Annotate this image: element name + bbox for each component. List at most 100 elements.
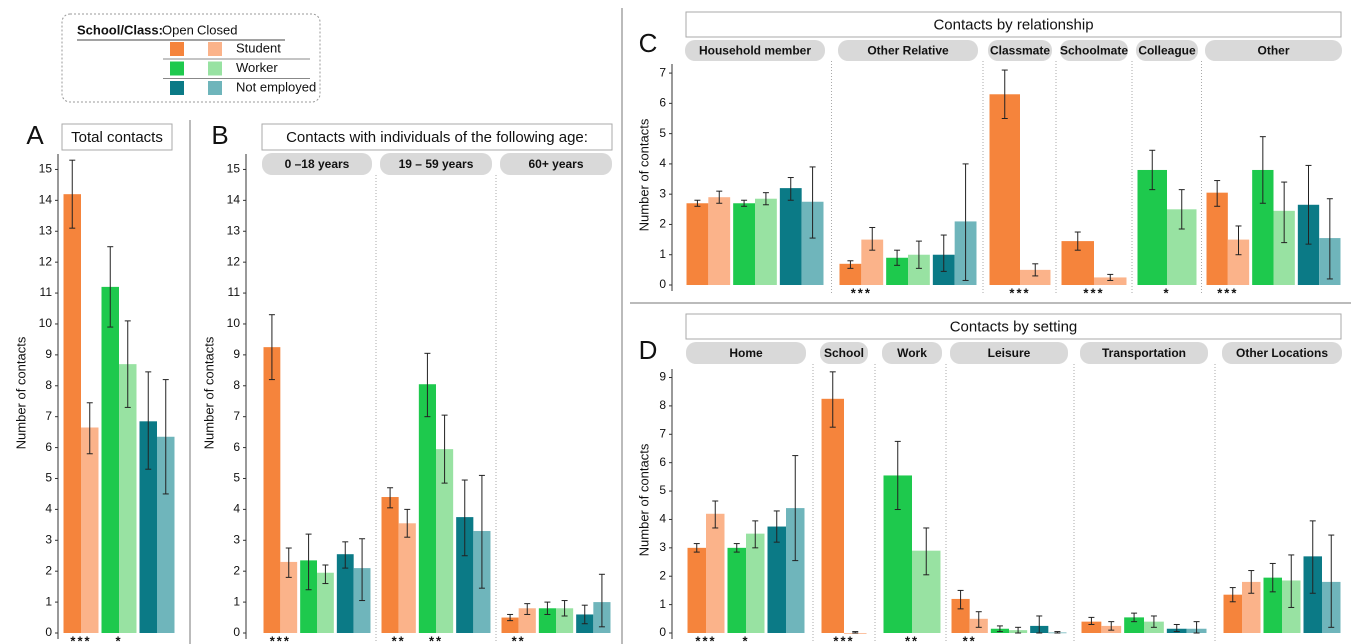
bar (418, 384, 436, 633)
bar (727, 547, 746, 633)
y-tick-label: 7 (45, 409, 52, 423)
bar (157, 436, 175, 633)
legend-swatch (170, 42, 184, 56)
y-tick-label: 6 (233, 440, 240, 454)
facet-strip (882, 342, 942, 364)
bar (336, 554, 354, 633)
legend-label: Worker (236, 60, 278, 75)
panel-label: D (639, 335, 658, 365)
legend-closed: Closed (197, 22, 237, 37)
legend-open: Open (162, 22, 194, 37)
significance: * (742, 633, 749, 644)
bar (1081, 621, 1102, 633)
bar (801, 201, 824, 285)
bar (786, 508, 805, 633)
facet-label: Transportation (1102, 346, 1186, 360)
y-tick-label: 4 (659, 512, 666, 526)
bar (861, 239, 884, 285)
facet-label: Colleague (1138, 44, 1196, 58)
bar (1303, 556, 1322, 633)
y-tick-label: 2 (233, 563, 240, 577)
bar (908, 254, 930, 285)
facet-label: 60+ years (528, 157, 583, 171)
y-axis-label: Number of contacts (201, 336, 216, 449)
significance: *** (1083, 285, 1104, 300)
y-tick-label: 6 (659, 455, 666, 469)
panel-label: B (211, 120, 228, 150)
bar (317, 572, 334, 633)
significance: *** (1217, 285, 1238, 300)
legend-swatch (208, 81, 222, 95)
y-tick-label: 0 (659, 277, 666, 291)
y-tick-label: 0 (659, 625, 666, 639)
y-tick-label: 5 (659, 126, 666, 140)
facet-label: Household member (699, 44, 811, 58)
y-tick-label: 11 (228, 285, 241, 299)
facet-strip (500, 153, 612, 175)
y-tick-label: 15 (227, 162, 241, 176)
bar (1297, 204, 1320, 285)
bar (1242, 581, 1261, 633)
y-tick-label: 9 (233, 347, 240, 361)
bar (538, 608, 556, 633)
bar (989, 94, 1020, 285)
panel-label: C (639, 28, 658, 58)
bar (300, 560, 317, 633)
y-tick-label: 7 (233, 409, 240, 423)
y-tick-label: 12 (227, 254, 241, 268)
y-tick-label: 5 (45, 471, 52, 485)
legend-box (61, 13, 321, 103)
y-tick-label: 4 (233, 502, 240, 516)
bar (139, 421, 157, 633)
bar (1206, 192, 1228, 285)
bar (1020, 269, 1051, 285)
bar (1273, 210, 1295, 285)
title-box (61, 123, 173, 151)
bar (556, 608, 574, 633)
facet-label: School (824, 346, 864, 360)
bar (821, 398, 844, 633)
facet-strip (262, 153, 372, 175)
y-tick-label: 15 (39, 162, 53, 176)
facet-strip (1205, 40, 1342, 61)
bar (63, 194, 81, 633)
bar (456, 517, 474, 633)
legend-label: Student (236, 40, 281, 55)
significance: ** (512, 633, 526, 644)
bar (381, 497, 399, 633)
y-tick-label: 3 (659, 540, 666, 554)
bar (263, 347, 281, 633)
facet-strip (820, 342, 868, 364)
bar (119, 364, 137, 633)
bar (686, 203, 709, 285)
y-tick-label: 10 (227, 316, 241, 330)
facet-strip (380, 153, 492, 175)
bar (767, 526, 786, 633)
facet-label: Home (729, 346, 763, 360)
facet-label: Other Locations (1236, 346, 1328, 360)
significance: *** (270, 633, 291, 644)
y-axis-label: Number of contacts (13, 336, 28, 449)
significance: *** (695, 633, 716, 644)
title-box (261, 123, 613, 151)
facet-label: Schoolmate (1060, 44, 1128, 58)
chart-title: Contacts with individuals of the followi… (286, 129, 588, 146)
y-tick-label: 8 (659, 398, 666, 412)
significance: *** (833, 633, 854, 644)
y-tick-label: 0 (45, 625, 52, 639)
facet-strip (988, 40, 1052, 61)
bar (436, 449, 454, 633)
bar (1252, 169, 1274, 285)
chart-title: Contacts by relationship (933, 16, 1093, 33)
bar (839, 263, 862, 285)
facet-strip (686, 342, 806, 364)
legend-swatch (208, 42, 222, 56)
y-tick-label: 5 (659, 483, 666, 497)
y-tick-label: 1 (45, 594, 52, 608)
bar (1094, 277, 1127, 285)
bar (1227, 239, 1250, 285)
bar (501, 617, 519, 633)
y-tick-label: 2 (659, 568, 666, 582)
y-tick-label: 12 (39, 254, 53, 268)
